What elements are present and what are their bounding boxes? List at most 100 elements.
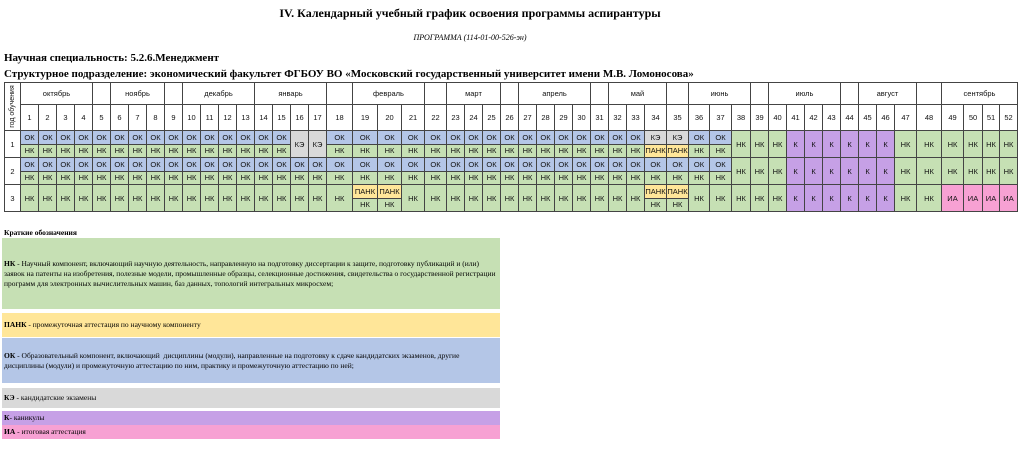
week-number: 33 — [626, 104, 645, 131]
activity-cell: НК — [254, 143, 273, 158]
activity-cell: НК — [236, 184, 255, 212]
activity-cell: ОК — [554, 130, 573, 145]
activity-cell: НК — [572, 184, 591, 212]
activity-cell: НК — [74, 170, 93, 185]
activity-cell: К — [822, 130, 841, 158]
activity-cell: ПАНК — [352, 184, 378, 199]
activity-cell: НК — [218, 184, 237, 212]
week-number: 24 — [464, 104, 483, 131]
year-label: 2 — [4, 157, 21, 185]
activity-cell: НК — [999, 157, 1018, 185]
activity-cell: НК — [424, 184, 447, 212]
month-header: январь — [254, 82, 327, 105]
activity-cell: К — [822, 184, 841, 212]
activity-cell: НК — [424, 170, 447, 185]
legend-code: ПАНК — [4, 320, 27, 329]
week-number: 35 — [666, 104, 689, 131]
activity-cell: НК — [894, 130, 917, 158]
activity-cell: ОК — [164, 157, 183, 172]
activity-cell: НК — [92, 170, 111, 185]
legend-description: - Научный компонент, включающий научную … — [4, 258, 498, 288]
month-header — [840, 82, 859, 105]
activity-cell: НК — [352, 143, 378, 158]
week-number: 27 — [518, 104, 537, 131]
activity-cell: ОК — [272, 157, 291, 172]
activity-cell: ОК — [236, 157, 255, 172]
activity-cell: ОК — [401, 157, 425, 172]
week-number: 5 — [92, 104, 111, 131]
activity-cell: НК — [352, 197, 378, 212]
activity-cell: НК — [38, 184, 57, 212]
activity-cell: НК — [110, 143, 129, 158]
week-number: 29 — [554, 104, 573, 131]
activity-cell: НК — [518, 184, 537, 212]
activity-cell: НК — [916, 130, 942, 158]
activity-cell: ОК — [424, 130, 447, 145]
activity-cell: НК — [92, 184, 111, 212]
activity-cell: НК — [644, 197, 667, 212]
activity-cell: ОК — [446, 130, 465, 145]
activity-cell: ОК — [709, 157, 732, 172]
activity-cell: НК — [74, 184, 93, 212]
activity-cell: ОК — [518, 130, 537, 145]
activity-cell: ОК — [572, 130, 591, 145]
week-number: 3 — [56, 104, 75, 131]
activity-cell: ОК — [164, 130, 183, 145]
week-number: 23 — [446, 104, 465, 131]
activity-cell: НК — [894, 184, 917, 212]
week-number: 48 — [916, 104, 942, 131]
month-header: июль — [768, 82, 841, 105]
month-header — [92, 82, 111, 105]
activity-cell: НК — [536, 143, 555, 158]
activity-cell: ОК — [688, 157, 710, 172]
activity-cell: К — [876, 130, 895, 158]
activity-cell: НК — [56, 184, 75, 212]
week-number: 42 — [804, 104, 823, 131]
activity-cell: ОК — [74, 130, 93, 145]
activity-cell: НК — [146, 170, 165, 185]
activity-cell: НК — [446, 170, 465, 185]
month-header — [424, 82, 447, 105]
activity-cell: ОК — [464, 130, 483, 145]
activity-cell: НК — [590, 143, 609, 158]
year-header-label: год обучения — [9, 85, 16, 128]
activity-cell: НК — [750, 130, 769, 158]
activity-cell: К — [786, 184, 805, 212]
week-number: 38 — [731, 104, 751, 131]
legend-description: - итоговая аттестация — [15, 427, 86, 436]
activity-cell: ОК — [38, 157, 57, 172]
activity-cell: НК — [500, 184, 519, 212]
activity-cell: НК — [290, 170, 309, 185]
activity-cell: ПАНК — [377, 184, 402, 199]
activity-cell: НК — [572, 143, 591, 158]
activity-cell: НК — [377, 170, 402, 185]
activity-cell: ОК — [56, 157, 75, 172]
activity-cell: НК — [326, 170, 353, 185]
month-header: август — [858, 82, 917, 105]
legend-item: ОК - Образовательный компонент, включающ… — [2, 338, 500, 383]
legend-text: ИА - итоговая аттестация — [4, 427, 86, 437]
week-number: 37 — [709, 104, 732, 131]
month-header — [164, 82, 183, 105]
activity-cell: ОК — [218, 157, 237, 172]
activity-cell: НК — [768, 130, 787, 158]
activity-cell: НК — [608, 184, 627, 212]
activity-cell: ОК — [182, 157, 201, 172]
activity-cell: НК — [218, 143, 237, 158]
activity-cell: НК — [128, 184, 147, 212]
activity-cell: К — [804, 157, 823, 185]
activity-cell: НК — [916, 184, 942, 212]
week-number: 20 — [377, 104, 402, 131]
week-number: 28 — [536, 104, 555, 131]
year-label: 3 — [4, 184, 21, 212]
activity-cell: КЭ — [308, 130, 327, 158]
week-number: 2 — [38, 104, 57, 131]
activity-cell: НК — [536, 184, 555, 212]
activity-cell: КЭ — [666, 130, 689, 145]
activity-cell: ОК — [554, 157, 573, 172]
activity-cell: ОК — [200, 130, 219, 145]
activity-cell: НК — [377, 197, 402, 212]
schedule-table: год обучения октябрь ноябрь декабрь январь фе… — [4, 82, 1018, 212]
activity-cell: ОК — [536, 130, 555, 145]
week-number: 11 — [200, 104, 219, 131]
